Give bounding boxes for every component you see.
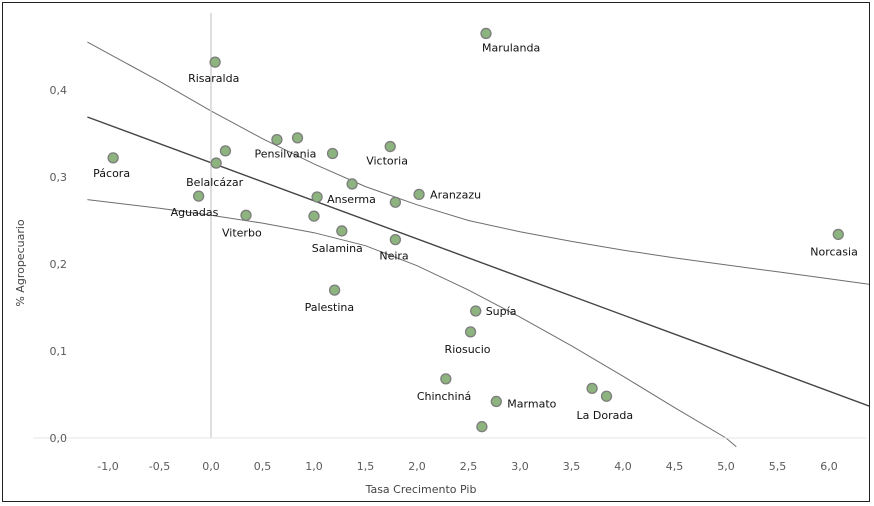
x-tick-label: 1,5 bbox=[357, 460, 375, 473]
data-point bbox=[272, 135, 282, 145]
point-label: Riosucio bbox=[445, 343, 491, 356]
data-point bbox=[328, 149, 338, 159]
point-label: Palestina bbox=[305, 301, 355, 314]
data-point bbox=[414, 189, 424, 199]
data-point bbox=[441, 374, 451, 384]
data-point bbox=[309, 211, 319, 221]
point-label: Marmato bbox=[507, 397, 556, 410]
x-tick-label: 1,0 bbox=[305, 460, 323, 473]
data-point bbox=[491, 396, 501, 406]
data-point bbox=[108, 153, 118, 163]
data-point bbox=[390, 235, 400, 245]
x-tick-label: 4,0 bbox=[614, 460, 632, 473]
data-point bbox=[481, 28, 491, 38]
data-point bbox=[330, 285, 340, 295]
point-label: Salamina bbox=[312, 242, 363, 255]
data-point bbox=[293, 133, 303, 143]
data-point bbox=[220, 146, 230, 156]
data-point bbox=[466, 327, 476, 337]
point-label: Pensilvania bbox=[255, 148, 317, 161]
point-label: Belalcázar bbox=[186, 176, 243, 189]
point-labels: Marulanda Risaralda Pensilvania Victoria Pác… bbox=[93, 41, 858, 422]
point-label: Neira bbox=[379, 250, 408, 263]
y-axis-title: % Agropecuario bbox=[14, 219, 27, 307]
y-tick-label: 0,3 bbox=[50, 171, 68, 184]
point-label: Marulanda bbox=[482, 41, 540, 54]
point-label: Viterbo bbox=[222, 226, 262, 239]
point-label: Anserma bbox=[327, 193, 376, 206]
point-label: Aguadas bbox=[171, 206, 219, 219]
data-point bbox=[587, 383, 597, 393]
x-tick-label: 6,0 bbox=[820, 460, 838, 473]
scatter-chart: -1,0 -0,5 0,0 0,5 1,0 1,5 2,0 2,5 3,0 3,5 4,0 4,5 5,… bbox=[3, 3, 869, 501]
point-label: Chinchiná bbox=[417, 390, 471, 403]
data-points bbox=[108, 28, 843, 431]
data-point bbox=[833, 229, 843, 239]
point-label: Risaralda bbox=[188, 72, 239, 85]
point-label: Norcasia bbox=[810, 245, 858, 258]
x-tick-label: 5,5 bbox=[769, 460, 787, 473]
x-tick-label: 3,0 bbox=[511, 460, 529, 473]
y-tick-label: 0,4 bbox=[50, 84, 68, 97]
data-point bbox=[241, 210, 251, 220]
y-tick-label: 0,2 bbox=[50, 258, 68, 271]
point-label: Aranzazu bbox=[430, 188, 481, 201]
data-point bbox=[210, 57, 220, 67]
point-label: Pácora bbox=[93, 167, 130, 180]
x-tick-label: -1,0 bbox=[97, 460, 118, 473]
data-point bbox=[477, 422, 487, 432]
axes: -1,0 -0,5 0,0 0,5 1,0 1,5 2,0 2,5 3,0 3,5 4,0 4,5 5,… bbox=[33, 13, 867, 473]
x-axis-title: Tasa Crecimento Pib bbox=[365, 483, 477, 496]
point-label: Victoria bbox=[366, 155, 408, 168]
data-point bbox=[312, 192, 322, 202]
point-label: La Dorada bbox=[577, 409, 634, 422]
point-label: Supía bbox=[486, 305, 517, 318]
regression-fit-line bbox=[87, 117, 869, 410]
data-point bbox=[347, 179, 357, 189]
x-tick-label: 2,5 bbox=[460, 460, 478, 473]
x-tick-label: 4,5 bbox=[666, 460, 684, 473]
data-point bbox=[390, 197, 400, 207]
x-tick-label: -0,5 bbox=[149, 460, 170, 473]
regression-lines bbox=[87, 42, 869, 447]
data-point bbox=[194, 191, 204, 201]
data-point bbox=[471, 306, 481, 316]
y-tick-label: 0,0 bbox=[50, 432, 68, 445]
data-point bbox=[602, 391, 612, 401]
x-tick-label: 0,5 bbox=[254, 460, 272, 473]
y-tick-label: 0,1 bbox=[50, 345, 68, 358]
data-point bbox=[211, 158, 221, 168]
x-tick-label: 5,0 bbox=[717, 460, 735, 473]
data-point bbox=[337, 226, 347, 236]
data-point bbox=[385, 142, 395, 152]
x-tick-label: 2,0 bbox=[408, 460, 426, 473]
x-tick-label: 0,0 bbox=[202, 460, 220, 473]
x-tick-label: 3,5 bbox=[563, 460, 581, 473]
